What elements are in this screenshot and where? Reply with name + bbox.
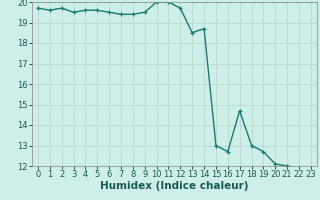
- X-axis label: Humidex (Indice chaleur): Humidex (Indice chaleur): [100, 181, 249, 191]
